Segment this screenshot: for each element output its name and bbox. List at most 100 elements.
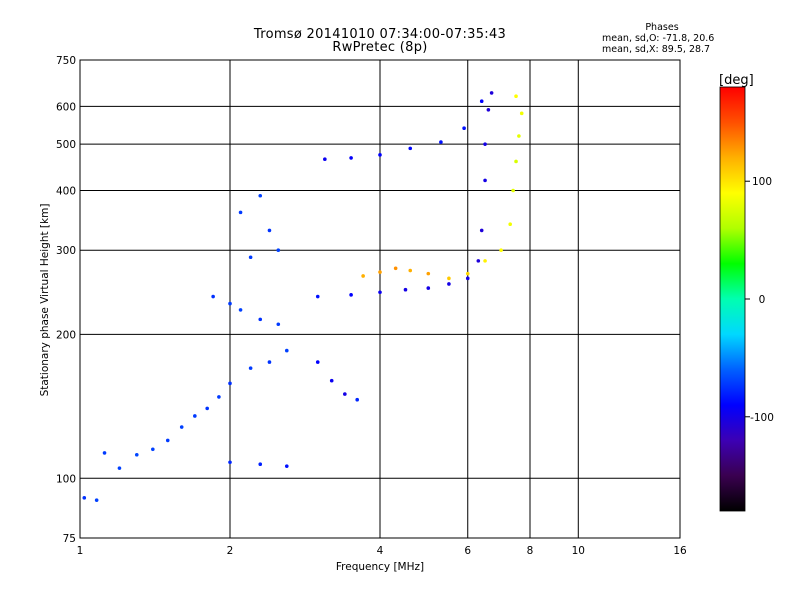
data-point-o	[329, 378, 334, 383]
data-point-o	[248, 255, 253, 260]
data-point-o	[134, 452, 139, 457]
data-point-o	[486, 108, 491, 112]
data-point-o	[102, 451, 107, 455]
y-tick-label: 400	[56, 185, 76, 197]
data-point-x	[465, 271, 470, 276]
data-point-o	[315, 360, 320, 364]
y-axis-label: Stationary phase Virtual Height [km]	[39, 204, 51, 397]
y-tick-label: 100	[56, 473, 76, 485]
data-point-o	[315, 294, 320, 299]
phase-stat-x-sd: 28.7	[688, 44, 711, 55]
data-point-o	[447, 282, 451, 286]
phase-stat-x-label: mean, sd,X:	[602, 44, 659, 55]
data-point-o	[151, 447, 155, 452]
data-point-o	[403, 287, 408, 292]
data-point-x	[514, 94, 518, 98]
data-point-x	[511, 188, 515, 193]
x-tick-label: 1	[77, 545, 84, 557]
data-point-o	[248, 366, 253, 370]
phase-stat-x-mean: 89.5,	[661, 44, 686, 55]
data-point-o	[211, 294, 215, 299]
colorbar-gradient	[719, 86, 746, 512]
data-point-o	[94, 498, 99, 502]
data-point-x	[426, 271, 431, 276]
data-point-x	[393, 266, 398, 271]
data-point-o	[193, 414, 197, 418]
x-tick-label: 8	[527, 545, 534, 557]
data-point-o	[228, 301, 232, 306]
data-point-o	[483, 142, 487, 146]
colorbar: [deg] 100 0 -100	[719, 73, 774, 512]
y-tick-label: 75	[63, 533, 76, 545]
plot-frame	[79, 59, 681, 539]
data-point-o	[228, 460, 232, 465]
data-point-o	[349, 293, 353, 297]
data-point-o	[378, 153, 382, 157]
title-line-1: Tromsø 20141010 07:34:00-07:35:43	[253, 27, 507, 42]
data-point-o	[267, 360, 272, 364]
data-point-o	[483, 178, 487, 183]
x-tick-label: 2	[227, 545, 234, 557]
data-point-o	[165, 438, 170, 443]
data-point-x	[517, 134, 521, 138]
data-point-o	[349, 156, 353, 160]
data-point-o	[238, 308, 243, 312]
x-tick-label: 10	[572, 545, 585, 557]
data-point-x	[519, 111, 524, 116]
phase-stat-o-sd: 20.6	[693, 33, 715, 44]
phase-stat-o-label: mean, sd,O:	[602, 33, 660, 44]
data-point-x	[514, 159, 518, 164]
data-point-o	[323, 157, 327, 162]
data-point-o	[82, 496, 87, 500]
colorbar-tick-label: 100	[752, 176, 772, 188]
data-point-o	[238, 210, 243, 215]
data-point-o	[205, 406, 209, 411]
data-point-o	[267, 228, 272, 233]
data-point-o	[284, 348, 289, 353]
data-point-o	[258, 317, 263, 322]
y-tick-label: 200	[56, 329, 76, 341]
colorbar-tick-label: 0	[759, 294, 766, 306]
data-point-o	[465, 276, 470, 281]
data-point-o	[408, 146, 413, 151]
axis-ticks: 1 2 4 6 8 10 16 75 100 200 300 400 500 600 750	[56, 55, 687, 557]
phase-stats: Phases mean, sd,O: -71.8, 20.6 mean, sd,…	[602, 22, 714, 55]
data-points	[82, 91, 524, 502]
x-tick-label: 6	[464, 545, 471, 557]
data-point-x	[447, 276, 451, 281]
y-tick-label: 600	[56, 101, 76, 113]
data-point-o	[489, 91, 494, 95]
data-point-o	[258, 462, 263, 467]
data-point-o	[228, 381, 232, 386]
phase-stat-o: mean, sd,O: -71.8, 20.6	[602, 33, 714, 44]
data-point-x	[408, 268, 413, 273]
y-tick-label: 750	[56, 55, 76, 67]
data-point-o	[117, 466, 122, 470]
data-point-x	[499, 248, 503, 253]
colorbar-tick-label: -100	[750, 412, 774, 424]
data-point-o	[276, 322, 281, 327]
data-point-o	[378, 290, 382, 295]
data-point-o	[439, 140, 443, 144]
data-point-o	[479, 228, 484, 233]
data-point-x	[378, 270, 382, 274]
colorbar-unit-label: [deg]	[719, 73, 754, 88]
phase-stat-x: mean, sd,X: 89.5, 28.7	[602, 44, 710, 55]
y-tick-label: 300	[56, 245, 76, 257]
x-tick-label: 4	[377, 545, 384, 557]
y-tick-label: 500	[56, 139, 76, 151]
data-point-x	[483, 259, 487, 263]
x-tick-label: 16	[673, 545, 687, 557]
title-line-2: RwPretec (8p)	[332, 40, 428, 55]
data-point-o	[276, 248, 281, 253]
data-point-x	[361, 274, 365, 278]
data-point-o	[258, 193, 263, 198]
data-point-o	[476, 259, 481, 263]
data-point-o	[355, 397, 359, 402]
data-point-o	[479, 99, 484, 103]
phase-stat-o-mean: -71.8,	[662, 33, 691, 44]
data-point-o	[462, 126, 466, 130]
data-point-o	[217, 395, 221, 399]
data-point-o	[284, 464, 289, 468]
